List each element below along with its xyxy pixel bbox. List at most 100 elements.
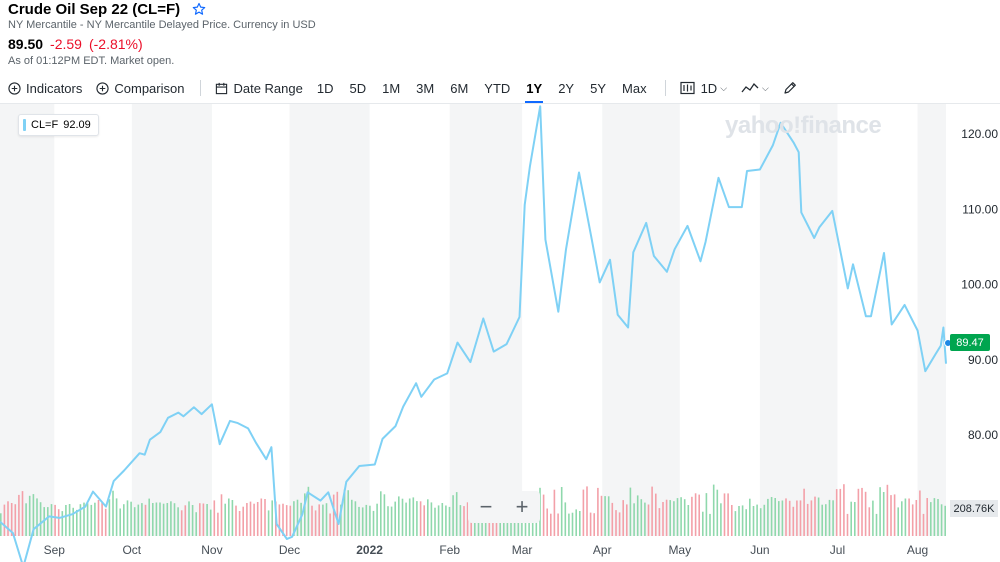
volume-bar [698,494,700,536]
volume-bar [741,505,744,536]
volume-bar [694,493,697,536]
volume-bar [61,511,64,536]
volume-bar [868,507,871,536]
volume-bar [940,504,943,536]
zoom-controls: − + [468,491,540,523]
x-tick-label: Nov [201,543,222,557]
volume-bar [752,506,755,536]
volume-bar [166,503,169,536]
volume-bar [325,503,328,536]
range-ytd[interactable]: YTD [484,80,511,96]
plus-circle-icon [8,81,21,95]
volume-bar [347,490,349,536]
indicators-button[interactable]: Indicators [8,76,82,100]
y-tick-label: 80.00 [968,428,998,442]
range-2y[interactable]: 2Y [558,80,575,96]
volume-bar [235,505,237,536]
volume-bar [738,506,740,536]
volume-bar [365,504,368,536]
plus-circle-icon [96,81,110,95]
volume-bar [702,511,704,536]
volume-bar [915,500,918,536]
series-legend[interactable]: CL=F 92.09 [18,114,99,136]
zoom-in-button[interactable]: + [515,494,529,519]
volume-bar [557,513,559,536]
range-3m[interactable]: 3M [416,80,435,96]
x-tick-label: Mar [512,543,533,557]
volume-bar [430,502,433,536]
volume-bar [872,500,874,536]
volume-bar [372,510,375,536]
volume-bar [311,505,313,536]
interval-button[interactable]: 1D ⌵ [679,76,728,100]
volume-bar [260,498,263,536]
line-style-button[interactable]: ⌵ [741,76,769,100]
volume-bar [155,502,158,536]
chevron-down-icon: ⌵ [720,82,728,93]
volume-bar [21,491,24,536]
volume-bar [705,493,708,536]
volume-bar [141,503,143,536]
range-1m[interactable]: 1M [382,80,401,96]
quote-as-of: As of 01:12PM EDT. Market open. [8,55,175,67]
volume-bar [922,513,925,536]
volume-bar [839,488,842,536]
volume-bar [930,502,932,536]
volume-bar [18,494,20,536]
volume-bar [441,503,444,536]
volume-bar [152,503,154,536]
range-1y[interactable]: 1Y [525,76,544,103]
volume-bar [926,498,928,536]
star-outline-icon[interactable] [192,2,206,16]
range-5d[interactable]: 5D [349,80,367,96]
x-tick-label: May [668,543,691,557]
volume-bar [550,513,552,536]
volume-bar [332,494,335,536]
draw-button[interactable] [783,76,797,100]
volume-bar [542,494,545,536]
volume-bar [148,498,150,536]
range-1d[interactable]: 1D [316,80,334,96]
volume-bar [788,500,791,536]
chart-toolbar: Indicators Comparison Date Range 1D 5D 1… [8,76,992,103]
volume-bar [937,499,939,536]
volume-bar [401,498,404,536]
volume-bar [282,503,284,536]
volume-bar [861,487,863,536]
x-tick-label: Oct [122,543,141,557]
price-line-layer [0,105,947,562]
volume-bar [90,504,93,536]
volume-bar [343,489,346,536]
volume-bar [854,502,856,536]
x-tick-label: Dec [279,543,300,557]
volume-bar [633,503,635,536]
volume-bar [94,502,96,536]
volume-bar [901,501,903,536]
volume-bar [369,505,371,536]
volume-bar [629,487,632,536]
volume-bar [119,508,121,536]
volume-bar [159,502,161,536]
volume-bar [101,502,103,536]
volume-bar [340,504,342,536]
range-max[interactable]: Max [622,80,647,96]
range-6m[interactable]: 6M [450,80,469,96]
date-range-button[interactable]: Date Range [215,76,303,100]
volume-bar [774,498,776,536]
volume-bar [380,491,382,536]
volume-bar [358,506,360,536]
volume-bar [65,505,67,536]
zoom-out-button[interactable]: − [479,494,493,519]
x-tick-label: 2022 [356,543,383,557]
range-5y[interactable]: 5Y [590,80,607,96]
month-band [917,104,946,536]
volume-bar [611,502,614,536]
volume-bar [600,495,603,536]
volume-bar [846,513,849,536]
volume-bar [636,495,639,536]
date-range-label: Date Range [233,80,303,96]
volume-bar [293,501,295,536]
comparison-button[interactable]: Comparison [96,76,184,100]
x-tick-label: Jun [750,543,769,557]
